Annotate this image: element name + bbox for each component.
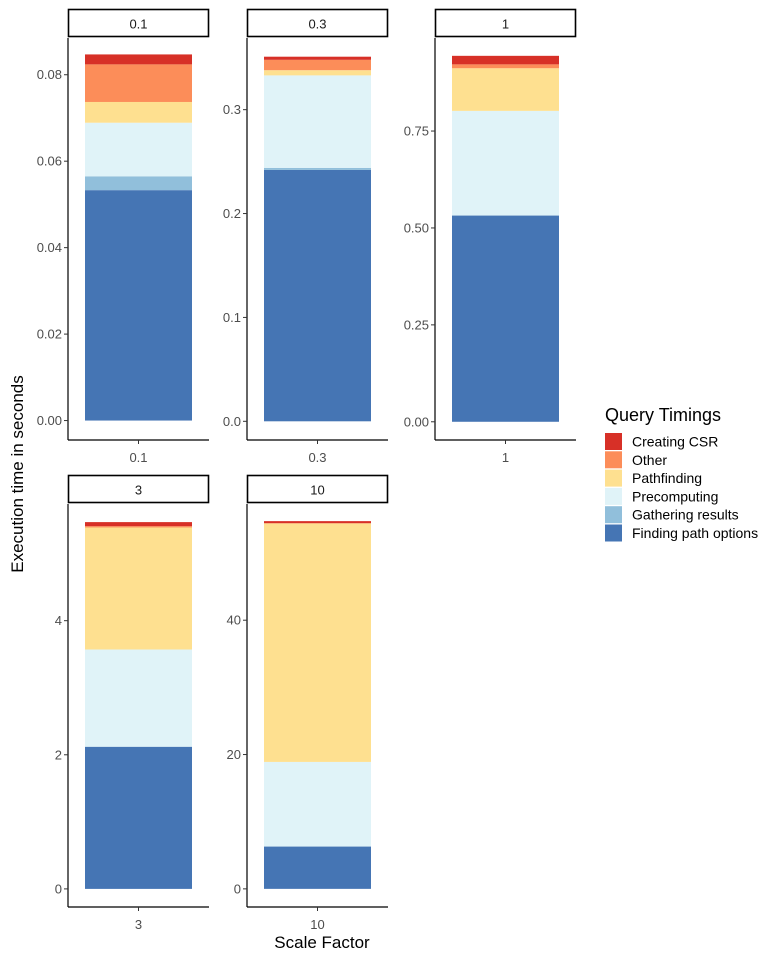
legend: Query Timings Creating CSR Other Pathfindi… <box>605 405 758 542</box>
legend-swatch-other <box>605 451 622 469</box>
bar-segment-other <box>85 64 192 102</box>
legend-label-creating-csr: Creating CSR <box>632 434 718 450</box>
bar-segment-other <box>264 59 371 71</box>
bar-segment-pathfinding <box>264 523 371 762</box>
y-tick-label: 0.0 <box>223 414 241 429</box>
bar-segment-finding-path-options <box>264 846 371 889</box>
bar-segment-creating-csr <box>264 56 371 60</box>
bar-segment-creating-csr <box>452 55 559 65</box>
bar-segment-gathering-results <box>264 167 371 170</box>
y-tick-label: 0.00 <box>37 413 62 428</box>
y-tick-label: 0.08 <box>37 67 62 82</box>
bar-segment-pathfinding <box>85 101 192 123</box>
legend-swatch-pathfinding <box>605 469 622 487</box>
legend-swatch-precomputing <box>605 487 622 505</box>
facet-strip-label: 1 <box>502 17 509 32</box>
bar-segment-finding-path-options <box>452 215 559 422</box>
legend-title: Query Timings <box>605 405 721 425</box>
y-tick-label: 20 <box>227 747 241 762</box>
y-tick-label: 0.25 <box>404 317 429 332</box>
facet-panel-0-3: 0.3 0.0 0.1 0.2 0.3 0.3 <box>223 8 389 465</box>
bar-segment-other <box>452 64 559 69</box>
bar-segment-finding-path-options <box>85 190 192 421</box>
facet-panel-1: 1 0.00 0.25 0.50 0.75 1 <box>404 8 577 465</box>
y-tick-label: 0.1 <box>223 310 241 325</box>
x-tick-label: 0.3 <box>308 450 326 465</box>
bar-segment-finding-path-options <box>264 169 371 422</box>
y-tick-label: 0.3 <box>223 102 241 117</box>
bar-segment-creating-csr <box>85 54 192 65</box>
legend-swatch-gathering-results <box>605 506 622 524</box>
x-tick-label: 3 <box>135 917 142 932</box>
bar-segment-finding-path-options <box>85 746 192 889</box>
legend-swatch-creating-csr <box>605 433 622 450</box>
y-tick-label: 4 <box>55 613 62 628</box>
facet-strip-label: 10 <box>310 483 324 498</box>
bar-segment-gathering-results <box>85 176 192 191</box>
legend-label-other: Other <box>632 452 667 468</box>
bar-segment-precomputing <box>264 75 371 168</box>
bar-segment-precomputing <box>452 110 559 216</box>
facet-panel-10: 10 0 20 40 10 <box>227 474 389 932</box>
legend-label-gathering-results: Gathering results <box>632 507 739 523</box>
bar-segment-pathfinding <box>264 70 371 76</box>
y-tick-label: 0.04 <box>37 240 62 255</box>
bar-segment-creating-csr <box>85 522 192 527</box>
legend-item-creating-csr: Creating CSR <box>605 433 718 450</box>
facet-strip-0-1 <box>67 8 210 38</box>
y-tick-label: 0.00 <box>404 414 429 429</box>
legend-item-precomputing: Precomputing <box>605 487 718 505</box>
facets-layer: 0.10.000.020.040.060.080.10.30.00.10.20.… <box>37 8 577 932</box>
bar-segment-creating-csr <box>264 521 371 524</box>
facet-panel-0-1: 0.1 0.00 0.02 0.04 0.06 0.08 0.1 <box>37 8 210 465</box>
y-tick-label: 0.75 <box>404 124 429 139</box>
legend-item-finding-path-options: Finding path options <box>605 524 758 542</box>
x-axis-title: Scale Factor <box>274 933 370 952</box>
y-tick-label: 0 <box>234 881 241 896</box>
y-tick-label: 0 <box>55 881 62 896</box>
facet-strip-label: 0.1 <box>129 17 147 32</box>
y-tick-label: 0.2 <box>223 206 241 221</box>
x-tick-label: 0.1 <box>129 450 147 465</box>
facet-strip-label: 3 <box>135 483 142 498</box>
x-tick-label: 10 <box>310 917 324 932</box>
y-tick-label: 0.06 <box>37 154 62 169</box>
bar-segment-pathfinding <box>452 68 559 111</box>
legend-item-gathering-results: Gathering results <box>605 506 739 524</box>
legend-items: Creating CSR Other Pathfinding Precomputing… <box>605 433 758 542</box>
y-tick-label: 0.02 <box>37 327 62 342</box>
legend-label-pathfinding: Pathfinding <box>632 470 702 486</box>
facet-strip-10 <box>246 474 389 504</box>
y-tick-label: 40 <box>227 613 241 628</box>
bar-segment-precomputing <box>85 122 192 177</box>
bar-segment-pathfinding <box>85 527 192 650</box>
bar-segment-other <box>85 526 192 528</box>
legend-swatch-finding-path-options <box>605 524 622 542</box>
legend-item-other: Other <box>605 451 667 469</box>
facet-strip-1 <box>434 8 577 38</box>
y-tick-label: 2 <box>55 747 62 762</box>
legend-item-pathfinding: Pathfinding <box>605 469 702 487</box>
bar-segment-precomputing <box>264 761 371 847</box>
facet-strip-label: 0.3 <box>308 17 326 32</box>
x-tick-label: 1 <box>502 450 509 465</box>
y-tick-label: 0.50 <box>404 220 429 235</box>
facet-strip-3 <box>67 474 210 504</box>
y-axis-title: Execution time in seconds <box>8 375 27 573</box>
legend-label-finding-path-options: Finding path options <box>632 525 758 541</box>
bar-segment-precomputing <box>85 649 192 747</box>
facet-strip-0-3 <box>246 8 389 38</box>
facet-panel-3: 3 0 2 4 3 <box>55 474 210 932</box>
legend-label-precomputing: Precomputing <box>632 488 718 504</box>
